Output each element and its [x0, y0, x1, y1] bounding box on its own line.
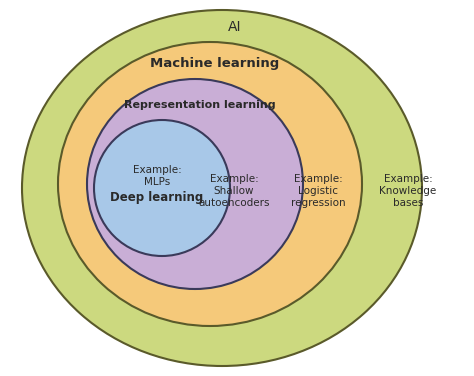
- Text: Example:
Shallow
autoencoders: Example: Shallow autoencoders: [198, 174, 270, 208]
- Text: Representation learning: Representation learning: [124, 100, 276, 110]
- Text: Example:
MLPs: Example: MLPs: [133, 165, 182, 187]
- Text: Machine learning: Machine learning: [150, 56, 280, 70]
- Ellipse shape: [94, 120, 230, 256]
- Ellipse shape: [58, 42, 362, 326]
- Text: Example:
Logistic
regression: Example: Logistic regression: [291, 174, 346, 208]
- Text: Deep learning: Deep learning: [110, 191, 204, 205]
- Ellipse shape: [22, 10, 422, 366]
- Text: AI: AI: [228, 20, 242, 34]
- Text: Example:
Knowledge
bases: Example: Knowledge bases: [379, 174, 437, 208]
- Ellipse shape: [87, 79, 303, 289]
